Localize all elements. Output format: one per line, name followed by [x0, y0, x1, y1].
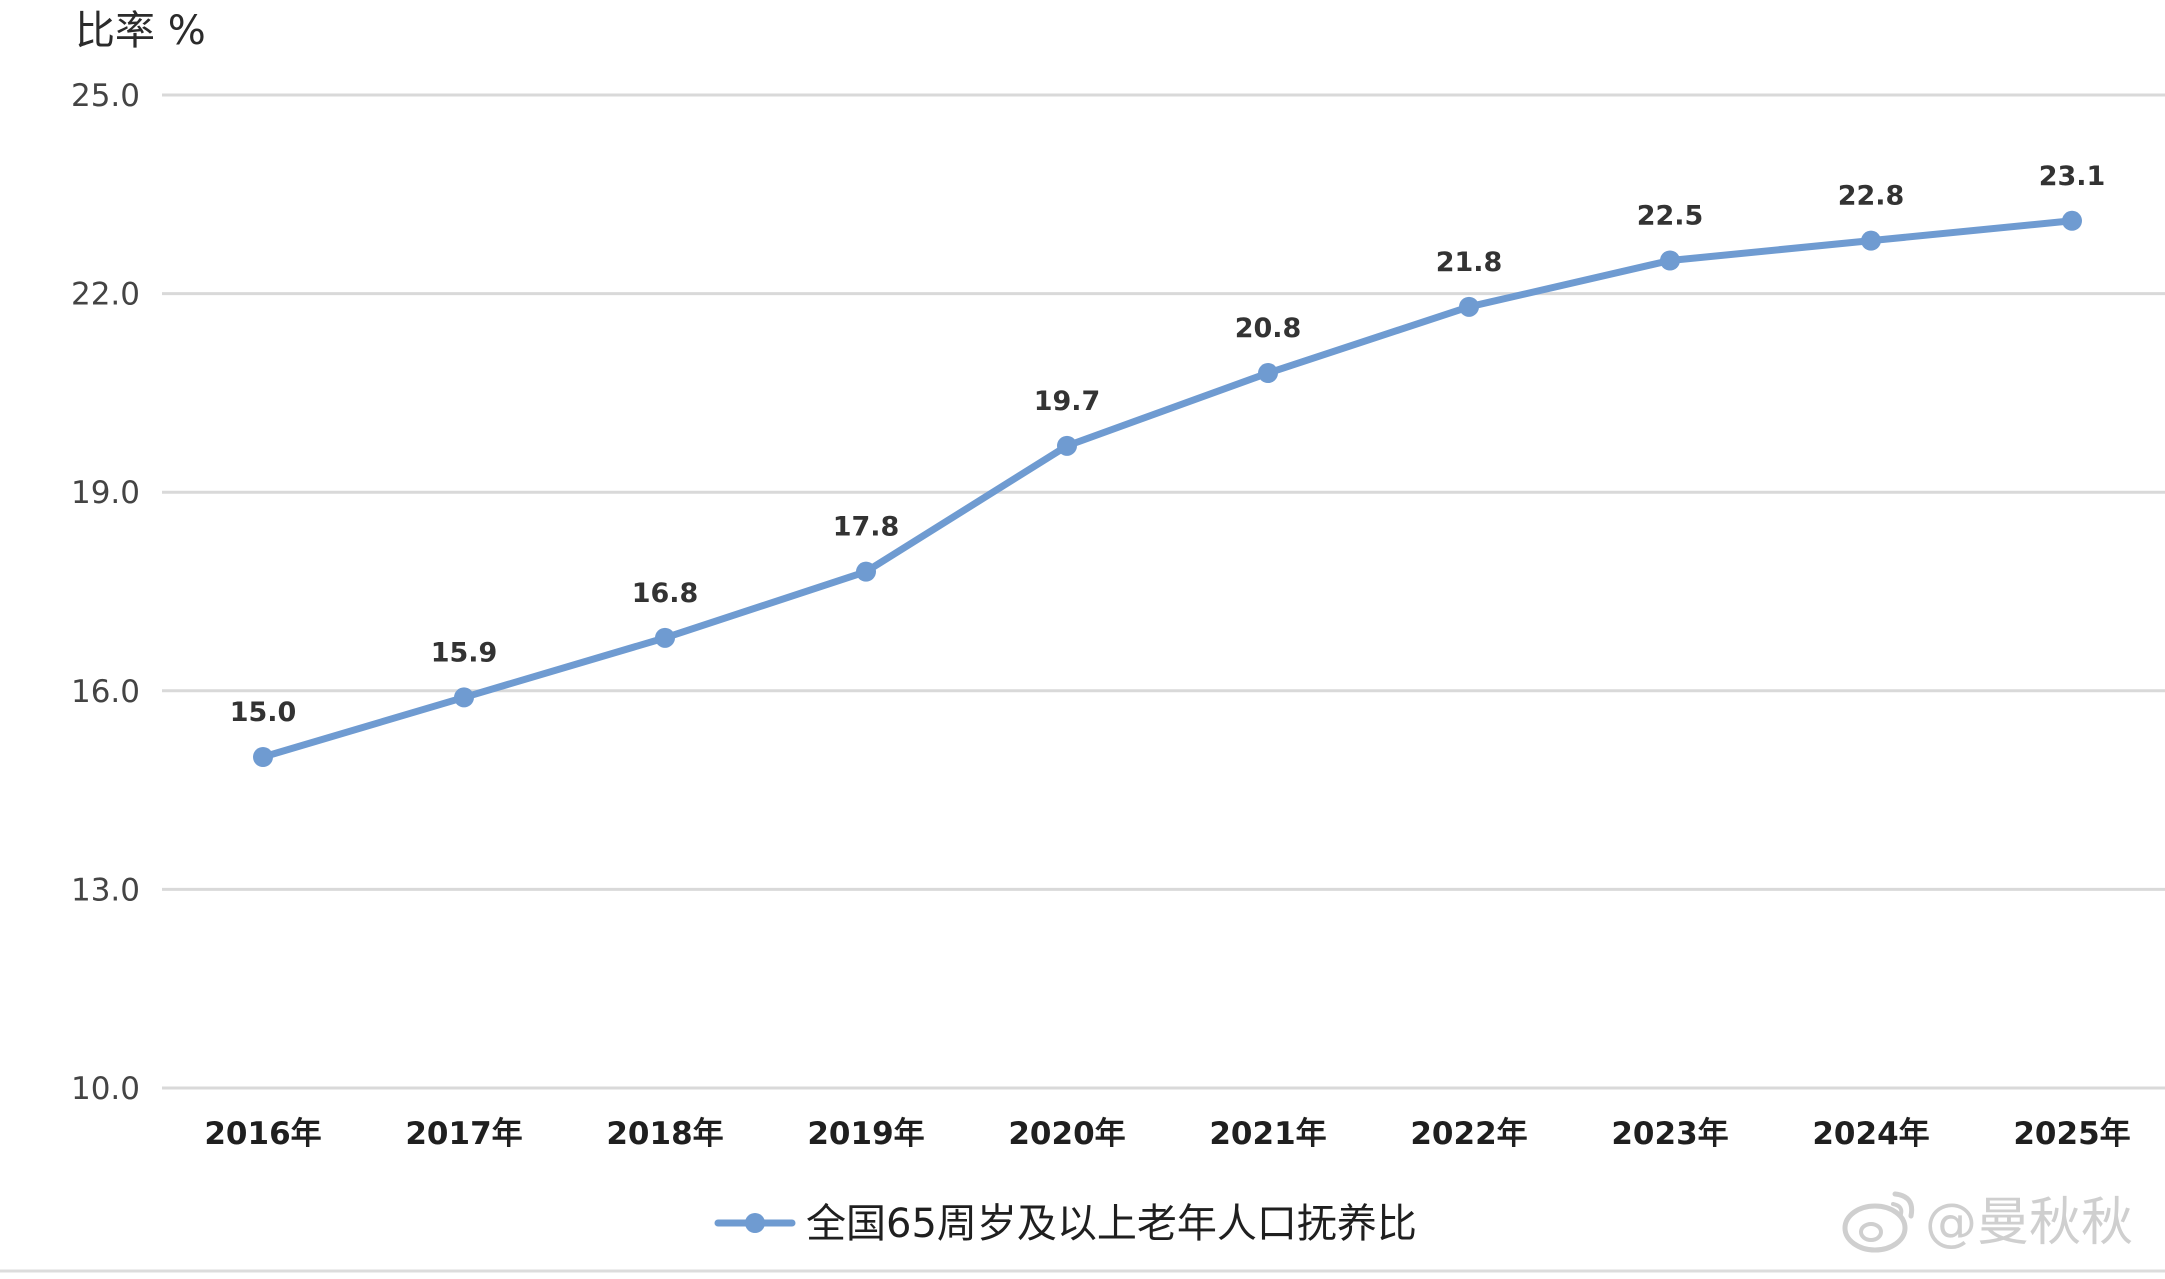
x-tick-label: 2023年 — [1611, 1116, 1728, 1152]
x-tick-label: 2020年 — [1008, 1116, 1125, 1152]
x-axis-ticks: 2016年 2017年 2018年 2019年 2020年 2021年 2022年 2023年… — [204, 1116, 2130, 1152]
data-labels: 15.0 15.9 16.8 17.8 19.7 20.8 21.8 22.5 22.8 23.1 — [230, 161, 2106, 728]
data-label: 23.1 — [2039, 161, 2106, 192]
data-label: 17.8 — [833, 512, 900, 543]
data-point — [856, 561, 876, 582]
data-point — [1057, 435, 1077, 456]
legend-label: 全国65周岁及以上老年人口抚养比 — [806, 1201, 1417, 1247]
y-axis-title: 比率 % — [75, 8, 206, 54]
x-tick-label: 2022年 — [1410, 1116, 1527, 1152]
x-tick-label: 2021年 — [1209, 1116, 1326, 1152]
weibo-icon — [1842, 1191, 1915, 1253]
x-tick-label: 2025年 — [2013, 1116, 2130, 1152]
y-tick-label: 19.0 — [71, 475, 140, 511]
legend: 全国65周岁及以上老年人口抚养比 — [714, 1201, 1417, 1247]
x-tick-label: 2018年 — [606, 1116, 723, 1152]
x-tick-label: 2019年 — [807, 1116, 924, 1152]
x-tick-label: 2024年 — [1812, 1116, 1929, 1152]
data-label: 21.8 — [1436, 247, 1503, 278]
y-tick-label: 25.0 — [71, 78, 140, 114]
data-points — [253, 210, 2082, 767]
data-point — [1660, 250, 1680, 271]
data-label: 16.8 — [632, 578, 699, 609]
legend-marker — [745, 1213, 765, 1233]
data-point — [253, 747, 273, 767]
data-point — [1861, 230, 1881, 251]
data-point — [2062, 210, 2082, 231]
data-label: 15.0 — [230, 697, 297, 728]
y-tick-label: 10.0 — [71, 1071, 140, 1107]
watermark-text: @曼秋秋 — [1925, 1193, 2133, 1253]
data-label: 15.9 — [431, 637, 498, 668]
y-tick-label: 16.0 — [71, 674, 140, 710]
data-label: 20.8 — [1235, 313, 1302, 344]
data-point — [655, 627, 675, 648]
x-tick-label: 2016年 — [204, 1116, 321, 1152]
y-axis-ticks: 10.0 13.0 16.0 19.0 22.0 25.0 — [71, 78, 140, 1107]
data-point — [454, 687, 474, 708]
series-line — [259, 217, 2076, 761]
x-tick-label: 2017年 — [405, 1116, 522, 1152]
watermark: @曼秋秋 — [1842, 1191, 2133, 1253]
data-label: 22.5 — [1637, 201, 1704, 232]
y-tick-label: 13.0 — [71, 872, 140, 908]
y-tick-label: 22.0 — [71, 277, 140, 313]
data-point — [1258, 363, 1278, 384]
data-label: 22.8 — [1838, 181, 1905, 212]
data-point — [1459, 296, 1479, 317]
data-label: 19.7 — [1034, 386, 1101, 417]
